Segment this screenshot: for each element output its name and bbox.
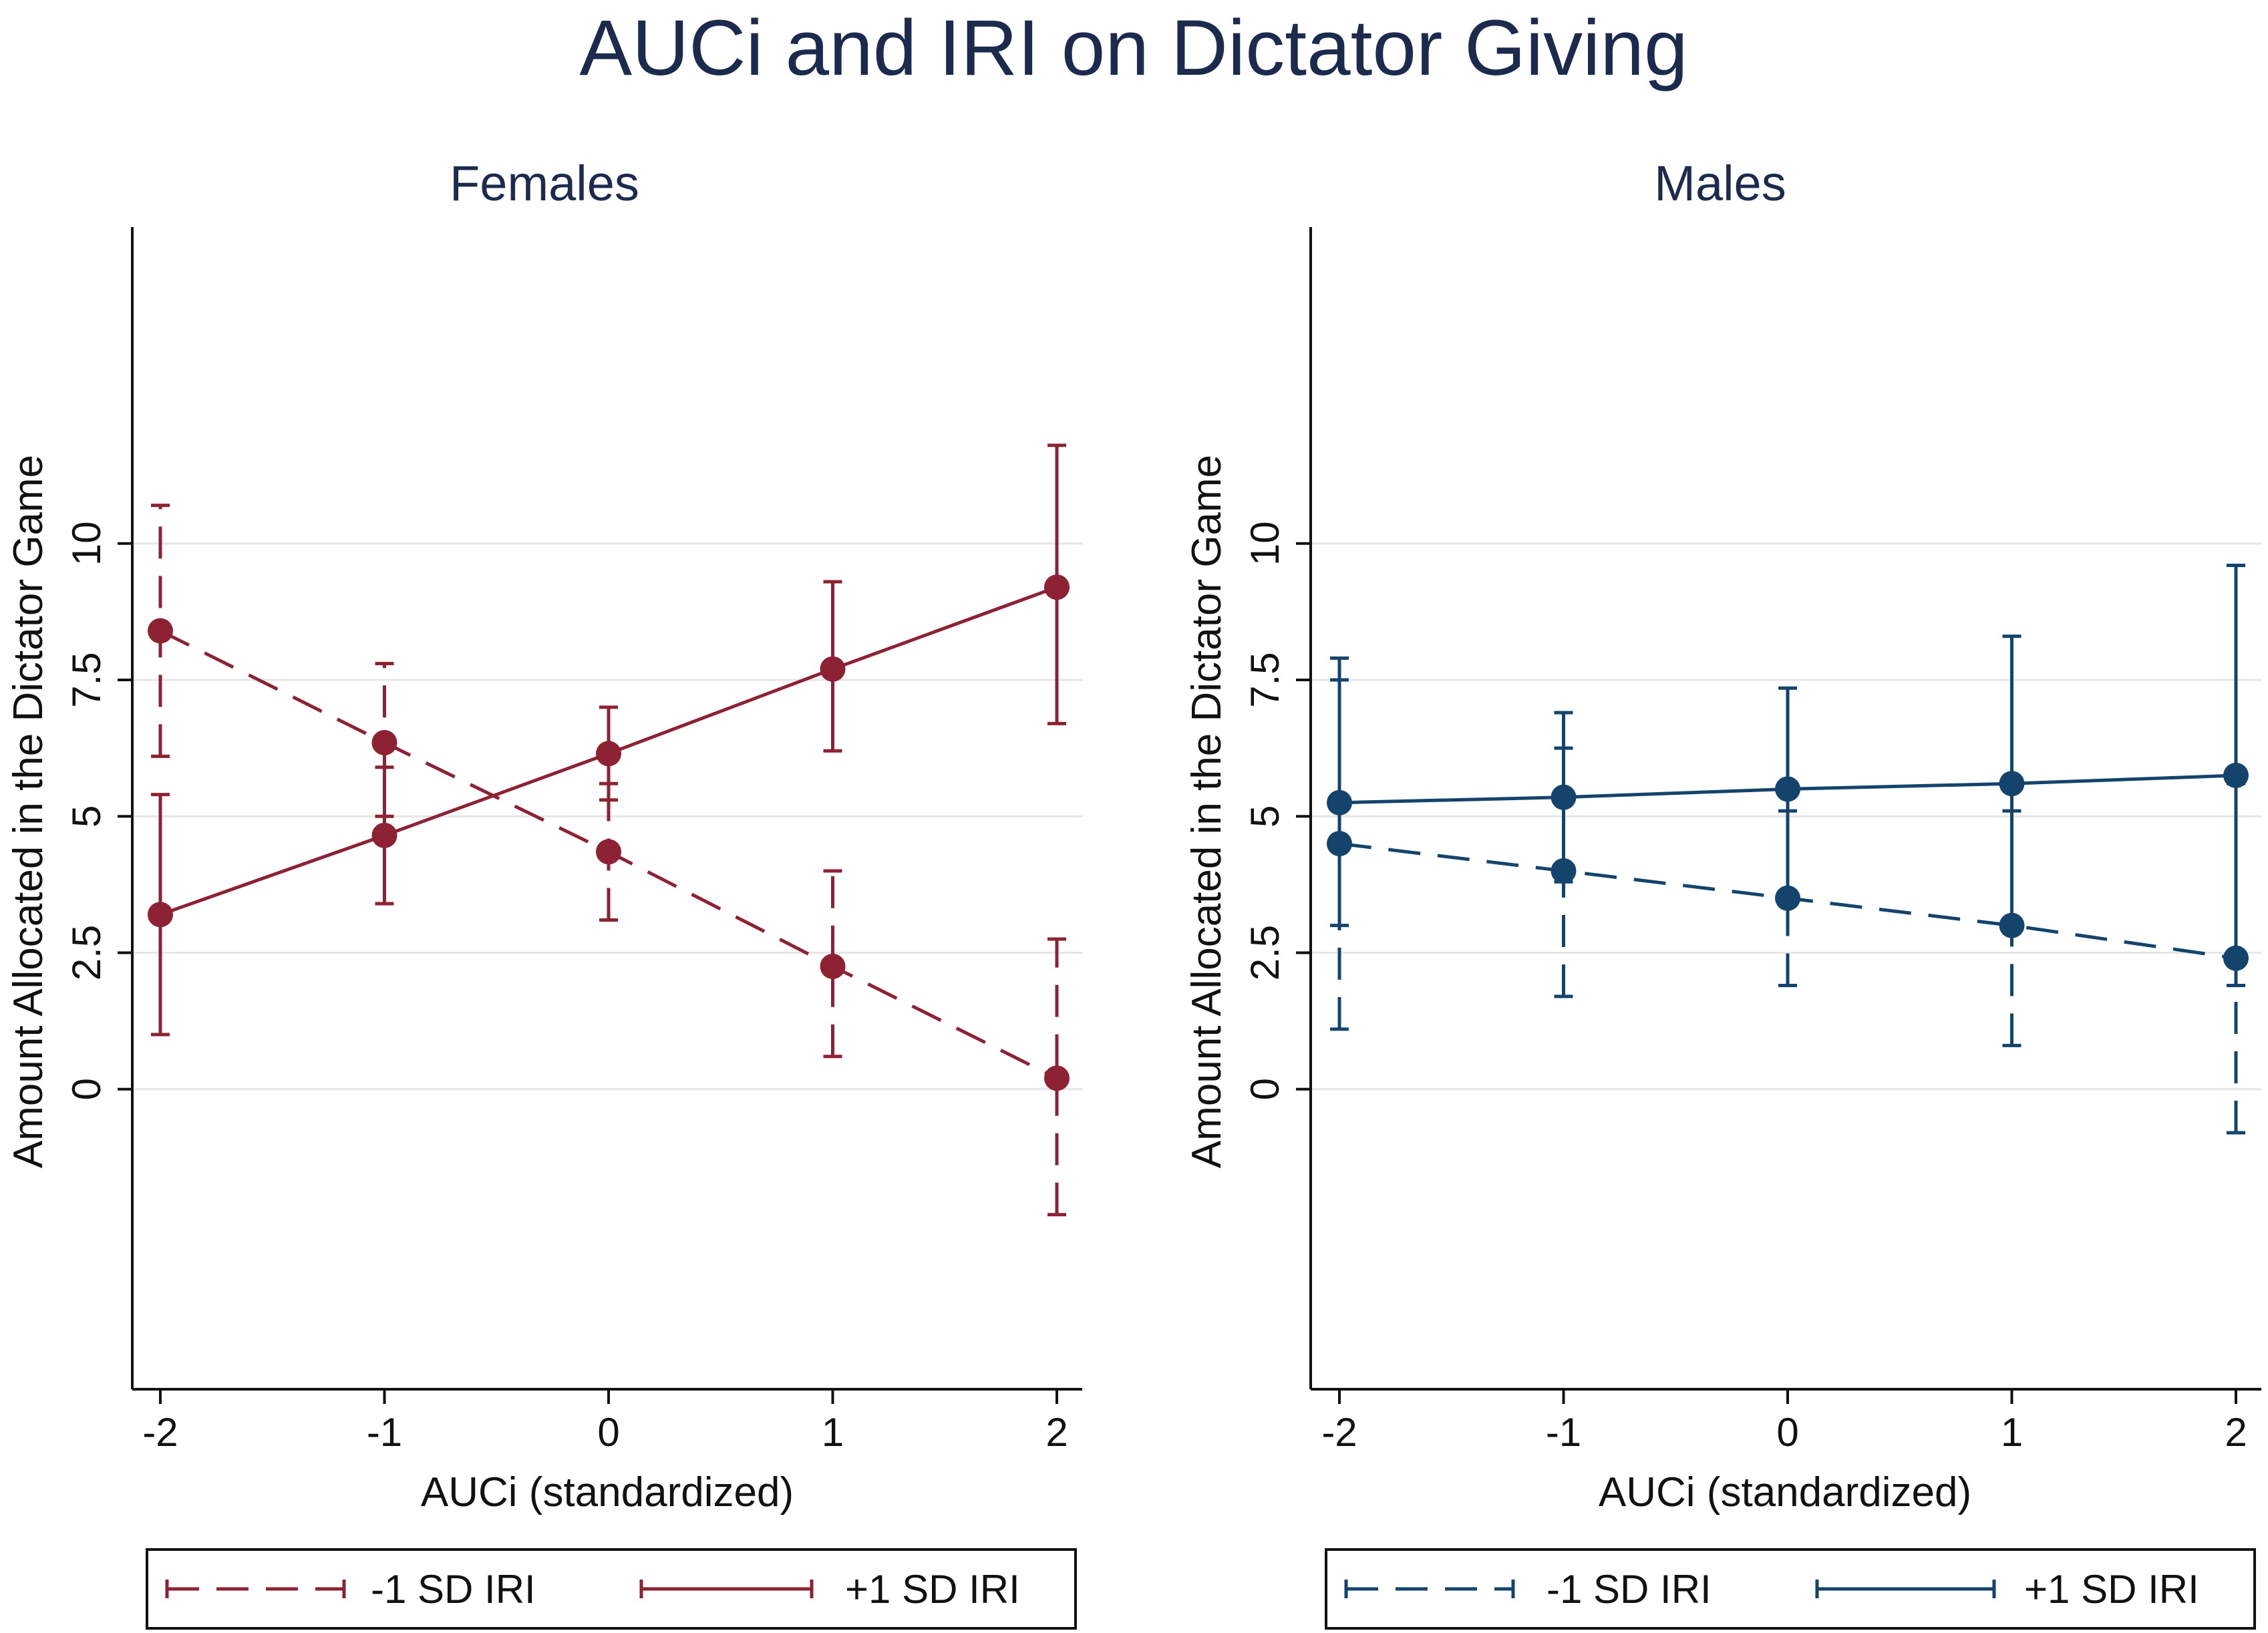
y-tick-label: 10	[64, 521, 109, 566]
data-point	[1551, 784, 1577, 810]
data-point	[1999, 771, 2025, 797]
x-ticks: -2 -1 0 1 2	[142, 1389, 1068, 1455]
x-axis-label: AUCi (standardized)	[421, 1469, 794, 1515]
x-tick-label: 0	[597, 1410, 619, 1455]
plot-area	[148, 443, 1070, 1217]
legend-box	[1325, 1548, 2256, 1630]
x-tick-label: 1	[822, 1410, 844, 1455]
series-plus-1sd-iri	[148, 443, 1070, 1037]
y-tick-label: 5	[64, 805, 109, 828]
y-tick-label: 0	[1243, 1078, 1287, 1100]
data-point	[2223, 762, 2249, 788]
data-point	[1775, 776, 1800, 802]
legend-item-plus-1sd: +1 SD IRI	[1815, 1567, 2199, 1612]
legend-box	[146, 1548, 1077, 1630]
main-title: AUCi and IRI on Dictator Giving	[579, 4, 1687, 92]
x-tick-label: 2	[2225, 1410, 2247, 1455]
data-point	[371, 729, 397, 755]
legend: -1 SD IRI +1 SD IRI	[146, 1548, 1077, 1630]
x-tick-label: -1	[1546, 1410, 1581, 1455]
x-tick-label: 2	[1045, 1410, 1068, 1455]
legend-label: +1 SD IRI	[2024, 1567, 2199, 1612]
x-tick-label: 1	[2001, 1410, 2023, 1455]
x-tick-label: 0	[1776, 1410, 1798, 1455]
data-point	[820, 953, 846, 979]
data-point	[820, 656, 846, 682]
legend-item-plus-1sd: +1 SD IRI	[639, 1567, 1020, 1612]
x-tick-label: -1	[367, 1410, 402, 1455]
legend-item-minus-1sd: -1 SD IRI	[1344, 1567, 1712, 1612]
y-ticks: 0 2.5 5 7.5 10	[1243, 521, 1311, 1100]
data-point	[1327, 789, 1352, 815]
y-tick-label: 0	[64, 1078, 109, 1100]
data-point	[1044, 574, 1070, 600]
x-axis-label: AUCi (standardized)	[1599, 1469, 1971, 1515]
y-tick-label: 10	[1243, 521, 1287, 566]
panel-females: Females 0 2.5 5 7.5 10 -2 -1 0 1 2 Amount Alloca…	[5, 156, 1083, 1630]
series-plus-1sd-iri	[1327, 563, 2249, 987]
x-tick-label: -2	[142, 1410, 178, 1455]
x-ticks: -2 -1 0 1 2	[1321, 1389, 2247, 1455]
y-tick-label: 7.5	[1243, 652, 1287, 707]
data-point	[148, 902, 173, 928]
y-axis-label: Amount Allocated in the Dictator Game	[5, 455, 51, 1168]
panel-title: Males	[1654, 156, 1786, 211]
legend-label: +1 SD IRI	[845, 1567, 1020, 1612]
y-tick-label: 5	[1243, 805, 1287, 828]
y-tick-label: 2.5	[64, 925, 109, 980]
data-point	[371, 822, 397, 848]
data-point	[596, 839, 621, 865]
y-axis-label: Amount Allocated in the Dictator Game	[1184, 455, 1230, 1168]
legend-label: -1 SD IRI	[1547, 1567, 1712, 1612]
panel-males: Males 0 2.5 5 7.5 10 -2 -1 0 1 2 Amount Allocate…	[1184, 156, 2261, 1630]
plot-area	[1327, 563, 2249, 1135]
data-point	[596, 741, 621, 767]
x-tick-label: -2	[1321, 1410, 1357, 1455]
y-tick-label: 2.5	[1243, 925, 1287, 980]
y-tick-label: 7.5	[64, 652, 109, 707]
legend: -1 SD IRI +1 SD IRI	[1325, 1548, 2256, 1630]
panel-title: Females	[450, 156, 639, 211]
legend-label: -1 SD IRI	[371, 1567, 536, 1612]
y-ticks: 0 2.5 5 7.5 10	[64, 521, 132, 1100]
legend-item-minus-1sd: -1 SD IRI	[165, 1567, 536, 1612]
data-point	[148, 618, 173, 644]
data-point	[1044, 1065, 1070, 1091]
series-minus-1sd-iri	[148, 504, 1070, 1217]
